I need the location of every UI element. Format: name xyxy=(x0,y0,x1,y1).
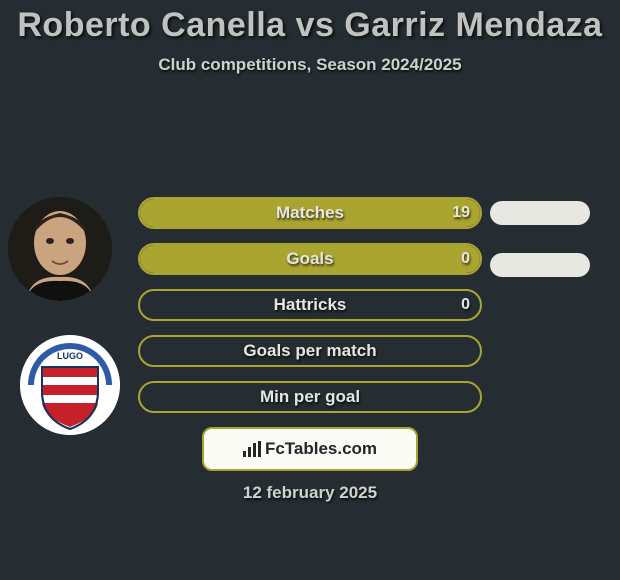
bar-row-hattricks: Hattricks 0 xyxy=(138,289,482,321)
comparison-pill-1 xyxy=(490,201,590,225)
player2-club-crest: LUGO xyxy=(20,335,120,435)
bar-row-min-per-goal: Min per goal xyxy=(138,381,482,413)
player1-avatar xyxy=(8,197,112,301)
comparison-pill-2 xyxy=(490,253,590,277)
bar-value: 0 xyxy=(461,245,470,273)
bar-goals-per-match: Goals per match xyxy=(138,335,482,367)
bar-row-goals-per-match: Goals per match xyxy=(138,335,482,367)
bar-row-goals: Goals 0 xyxy=(138,243,482,275)
page-subtitle: Club competitions, Season 2024/2025 xyxy=(0,55,620,75)
bar-goals: Goals 0 xyxy=(138,243,482,275)
bar-label: Hattricks xyxy=(140,291,480,319)
stat-bars: Matches 19 Goals 0 Hattricks 0 Goals per… xyxy=(138,197,482,427)
bar-matches: Matches 19 xyxy=(138,197,482,229)
barchart-icon xyxy=(243,441,261,457)
footer-brand-badge: FcTables.com xyxy=(202,427,418,471)
footer-brand-text: FcTables.com xyxy=(265,439,377,459)
bar-value: 19 xyxy=(452,199,470,227)
svg-text:LUGO: LUGO xyxy=(57,351,83,361)
bar-value: 0 xyxy=(461,291,470,319)
bar-label: Goals xyxy=(140,245,480,273)
footer-date: 12 february 2025 xyxy=(0,483,620,503)
bar-label: Matches xyxy=(140,199,480,227)
bar-label: Min per goal xyxy=(140,383,480,411)
bar-label: Goals per match xyxy=(140,337,480,365)
bar-hattricks: Hattricks 0 xyxy=(138,289,482,321)
bar-min-per-goal: Min per goal xyxy=(138,381,482,413)
page-title: Roberto Canella vs Garriz Mendaza xyxy=(0,0,620,45)
bar-row-matches: Matches 19 xyxy=(138,197,482,229)
